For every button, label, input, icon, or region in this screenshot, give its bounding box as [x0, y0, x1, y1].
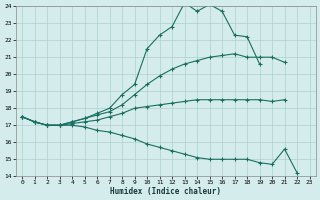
X-axis label: Humidex (Indice chaleur): Humidex (Indice chaleur) — [110, 187, 221, 196]
